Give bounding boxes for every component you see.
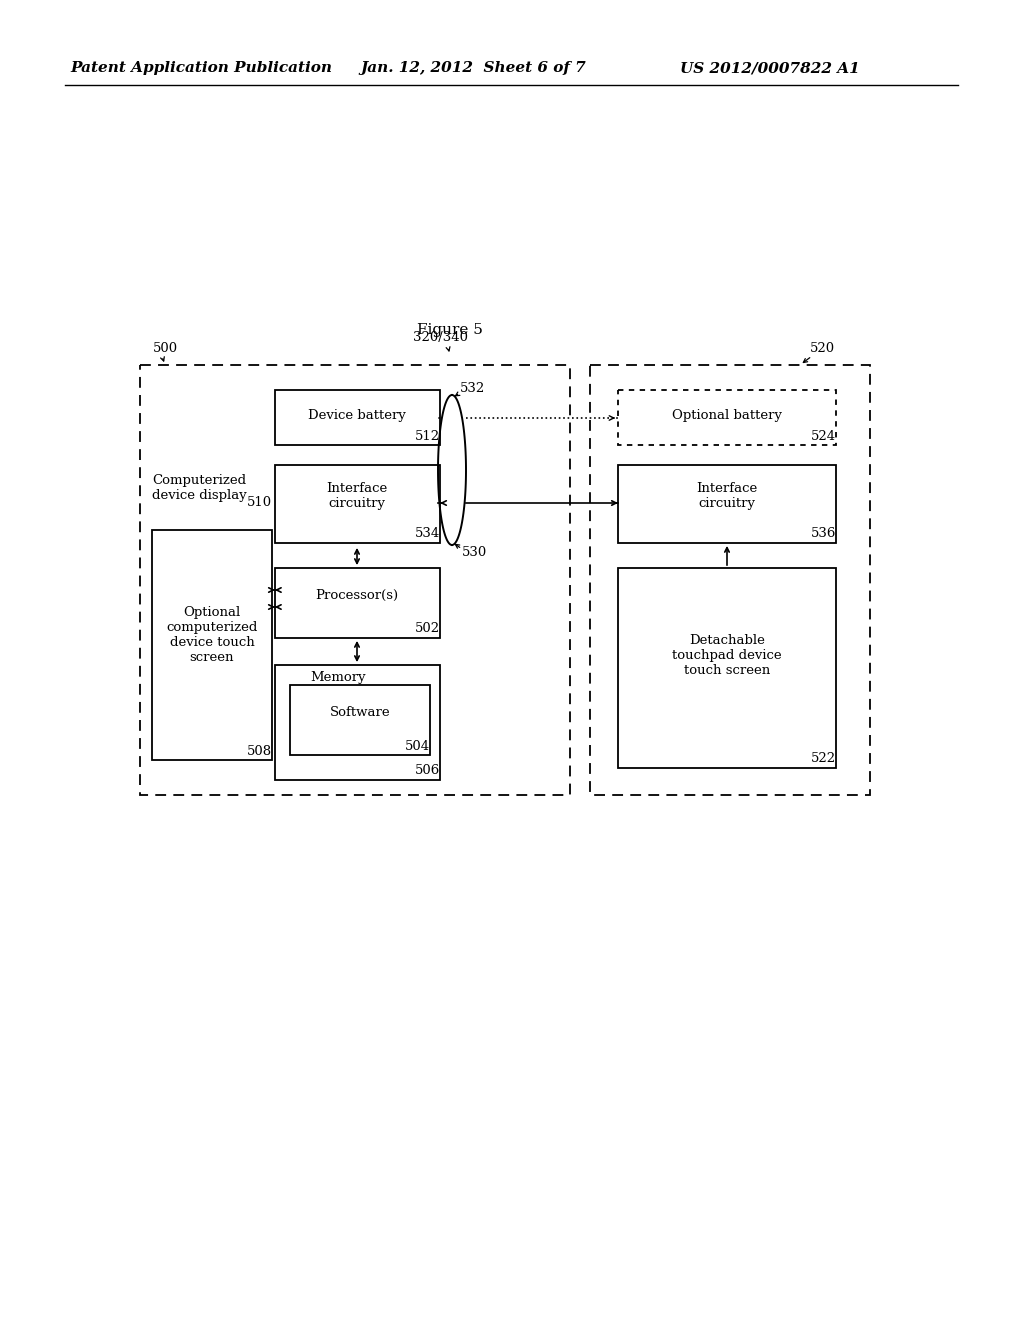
Bar xyxy=(275,568,440,638)
Text: 320/340: 320/340 xyxy=(413,331,468,345)
Text: 520: 520 xyxy=(810,342,836,355)
Text: 534: 534 xyxy=(415,527,440,540)
Bar xyxy=(290,685,430,755)
Text: Memory: Memory xyxy=(310,672,366,685)
Text: 522: 522 xyxy=(811,752,836,766)
Text: 532: 532 xyxy=(460,381,485,395)
Text: 524: 524 xyxy=(811,430,836,444)
Bar xyxy=(275,665,440,780)
Text: 510: 510 xyxy=(247,495,272,508)
Text: Interface
circuitry: Interface circuitry xyxy=(327,482,388,510)
Text: 536: 536 xyxy=(811,527,836,540)
Text: 506: 506 xyxy=(415,764,440,777)
Text: Computerized
device display: Computerized device display xyxy=(152,474,247,502)
Text: 502: 502 xyxy=(415,622,440,635)
Bar xyxy=(152,531,272,760)
Text: Jan. 12, 2012  Sheet 6 of 7: Jan. 12, 2012 Sheet 6 of 7 xyxy=(360,61,586,75)
Text: US 2012/0007822 A1: US 2012/0007822 A1 xyxy=(680,61,860,75)
Text: 504: 504 xyxy=(404,741,430,752)
Bar xyxy=(618,465,836,543)
Bar xyxy=(140,366,570,795)
Text: Interface
circuitry: Interface circuitry xyxy=(696,482,758,510)
Text: Device battery: Device battery xyxy=(308,408,406,421)
Bar xyxy=(275,389,440,445)
Text: Patent Application Publication: Patent Application Publication xyxy=(70,61,332,75)
Bar xyxy=(618,389,836,445)
Text: Optional battery: Optional battery xyxy=(672,408,782,421)
Text: Processor(s): Processor(s) xyxy=(315,589,398,602)
Text: Software: Software xyxy=(330,705,390,718)
Text: 512: 512 xyxy=(415,430,440,444)
Bar xyxy=(590,366,870,795)
Text: Figure 5: Figure 5 xyxy=(417,323,483,337)
Text: 500: 500 xyxy=(153,342,178,355)
Bar xyxy=(618,568,836,768)
Text: 508: 508 xyxy=(247,744,272,758)
Text: 530: 530 xyxy=(462,545,487,558)
Bar xyxy=(275,465,440,543)
Text: Detachable
touchpad device
touch screen: Detachable touchpad device touch screen xyxy=(672,634,781,676)
Text: Optional
computerized
device touch
screen: Optional computerized device touch scree… xyxy=(166,606,258,664)
